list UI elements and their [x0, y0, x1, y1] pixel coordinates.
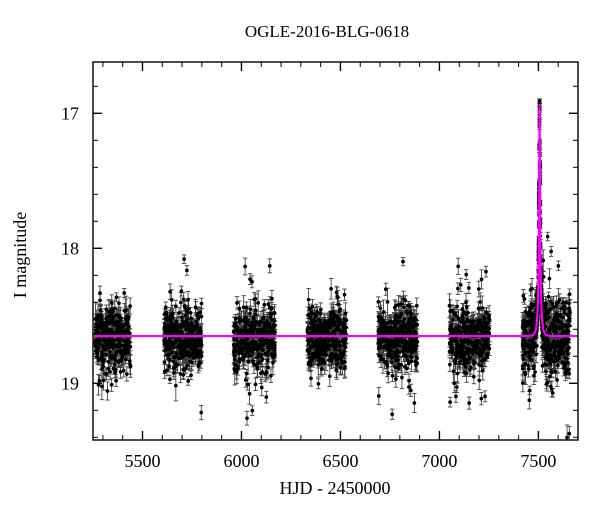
- x-tick-label: 7500: [520, 451, 556, 471]
- axes-frame: [92, 61, 579, 441]
- y-tick-label: 17: [61, 103, 79, 123]
- axis-ticks: [93, 62, 579, 440]
- x-tick-label: 7000: [421, 451, 457, 471]
- y-axis-label: I magnitude: [10, 212, 30, 298]
- x-tick-label: 5500: [124, 451, 160, 471]
- x-tick-label: 6000: [223, 451, 259, 471]
- y-tick-label: 19: [61, 373, 79, 393]
- axis-tick-labels: 5500 6000 6500 7000 7500 17 18 19: [61, 103, 556, 471]
- page-title: OGLE-2016-BLG-0618: [245, 22, 409, 41]
- x-tick-label: 6500: [322, 451, 358, 471]
- y-tick-label: 18: [61, 238, 79, 258]
- microlensing-model-curve: [93, 103, 578, 338]
- x-axis-label: HJD - 2450000: [280, 478, 391, 498]
